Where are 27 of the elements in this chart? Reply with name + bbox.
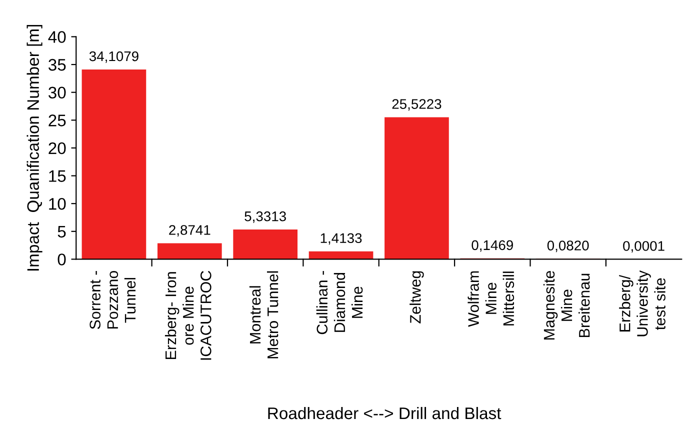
y-axis-title: Impact Quanification Number [m] [26,25,42,271]
data-label: 0,1469 [472,240,513,252]
y-tick-label: 0 [58,254,66,266]
y-tick-label: 30 [48,86,66,99]
y-tick-label: 25 [48,114,66,126]
data-label: 0,0001 [623,241,664,253]
x-axis-title: Roadheader <--> Drill and Blast [268,406,502,420]
x-tick-label: Zeltweg [410,271,424,324]
data-label: 5,3313 [244,211,286,223]
data-label: 1,4133 [320,233,362,245]
x-tick-label: Wolfram Mine Mittersill [468,271,514,327]
y-tick-label: 35 [48,58,66,71]
y-tick-label: 40 [48,31,66,43]
x-tick-label: Erzberg- Iron ore Mine ICACUTROC [164,270,212,360]
x-tick-label: Erzberg/ University test site [619,270,666,336]
x-tick-label: Sorrent - Pozzano Tunnel [90,270,136,330]
y-tick-label: 20 [48,142,66,154]
data-label: 2,8741 [169,225,210,237]
data-label: 25,5223 [392,99,442,111]
x-tick-label: Magnesite Mine Breitenau [543,270,590,340]
data-label: 34,1079 [89,51,138,63]
y-tick-label: 5 [58,226,66,238]
y-tick-label: 10 [49,198,66,210]
x-tick-label: Cullinan - Diamond Mine [316,270,363,334]
data-label: 0,0820 [547,240,589,252]
y-tick-label: 15 [49,170,66,182]
x-tick-label: Montreal Metro Tunnel [249,271,278,358]
